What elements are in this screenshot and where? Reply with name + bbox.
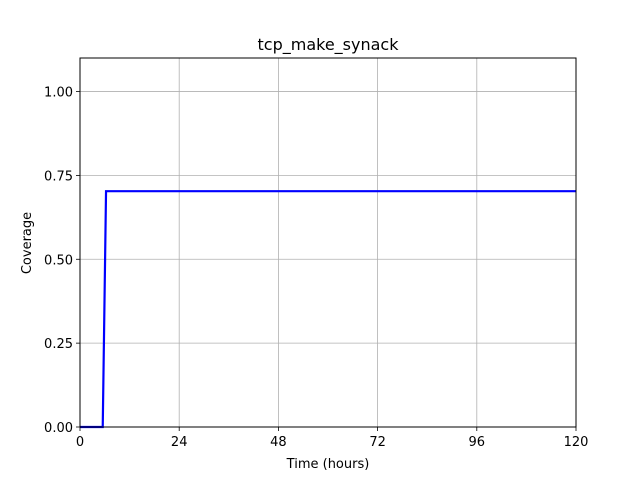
chart-title: tcp_make_synack <box>258 35 400 55</box>
x-tick-label: 24 <box>171 435 188 450</box>
y-tick-label: 0.25 <box>44 337 73 352</box>
x-tick-label: 0 <box>76 435 84 450</box>
y-tick-label: 0.75 <box>44 169 73 184</box>
tick-layer: 0 24 48 72 96 120 0.00 0.25 0.50 0.75 1.00 <box>44 86 588 450</box>
x-axis-label: Time (hours) <box>286 457 370 472</box>
x-tick-label: 72 <box>369 435 386 450</box>
x-tick-label: 48 <box>270 435 287 450</box>
y-tick-label: 0.50 <box>44 253 73 268</box>
y-axis-label: Coverage <box>20 212 35 274</box>
x-tick-label: 120 <box>564 435 589 450</box>
y-tick-label: 0.00 <box>44 421 73 436</box>
x-tick-label: 96 <box>469 435 486 450</box>
y-tick-label: 1.00 <box>44 86 73 101</box>
plot-frame <box>79 57 577 428</box>
